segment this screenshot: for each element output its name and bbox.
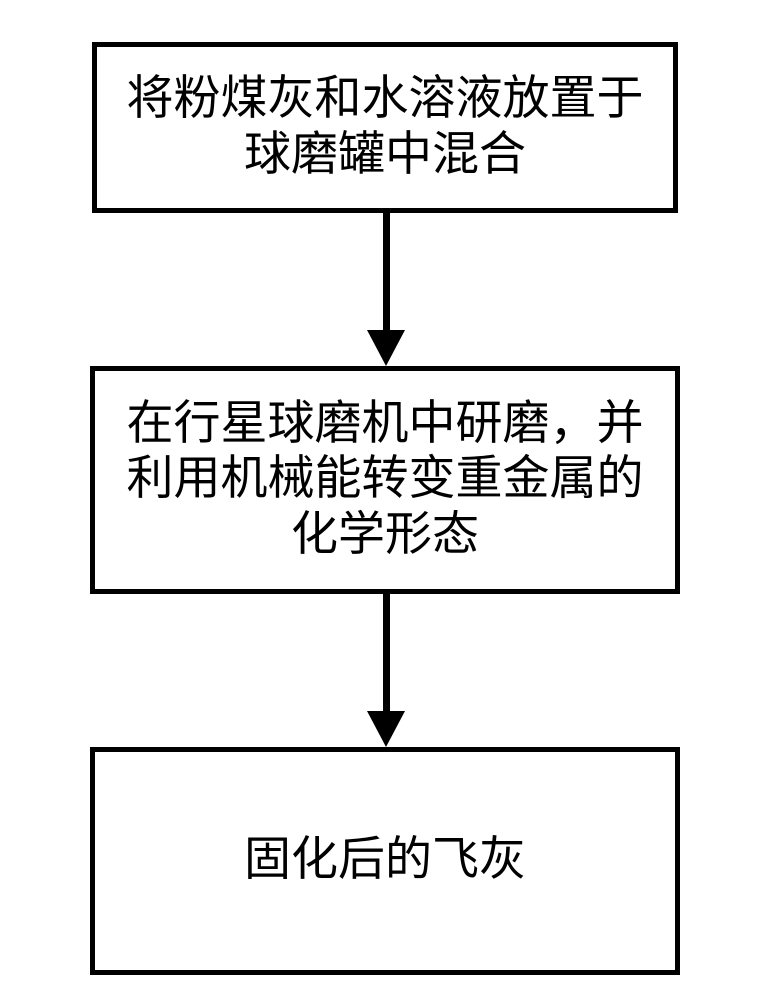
flowchart-step-2: 在行星球磨机中研磨，并利用机械能转变重金属的化学形态 [90,366,680,594]
flowchart-step-2-text: 在行星球磨机中研磨，并利用机械能转变重金属的化学形态 [127,397,644,563]
flowchart-arrowhead-1 [367,330,405,366]
flowchart-step-1-text: 将粉煤灰和水溶液放置于球磨罐中混合 [127,72,644,183]
flowchart-step-1: 将粉煤灰和水溶液放置于球磨罐中混合 [92,42,678,213]
flowchart-arrow-1 [383,213,390,331]
flowchart-step-3: 固化后的飞灰 [90,747,680,975]
flowchart-canvas: 将粉煤灰和水溶液放置于球磨罐中混合 在行星球磨机中研磨，并利用机械能转变重金属的… [0,0,779,1000]
flowchart-arrowhead-2 [367,711,405,747]
flowchart-step-3-text: 固化后的飞灰 [244,833,526,888]
flowchart-arrow-2 [383,594,390,712]
